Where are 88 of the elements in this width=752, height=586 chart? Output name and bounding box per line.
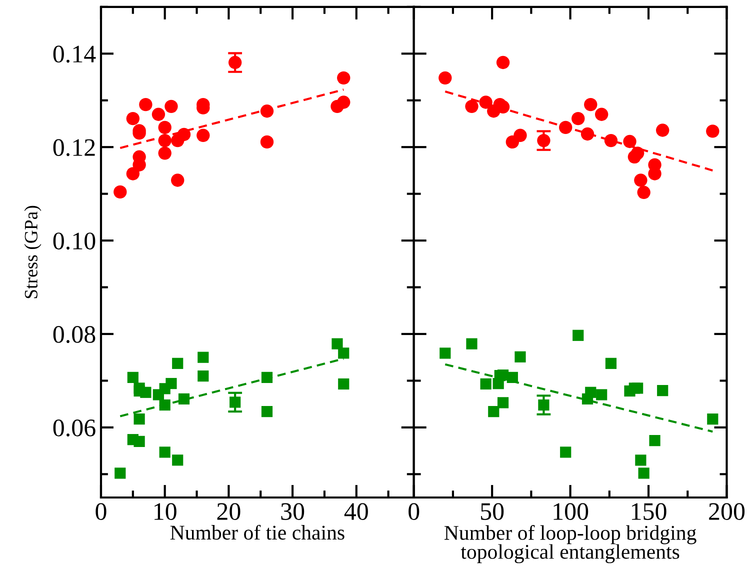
y-tick-label: 0.10 — [53, 232, 96, 250]
y-tick-label: 0.06 — [53, 419, 96, 436]
point — [127, 372, 138, 383]
point — [172, 454, 184, 466]
point — [126, 112, 140, 126]
point — [466, 338, 478, 350]
point — [596, 389, 608, 400]
x-tick-label: 100 — [554, 503, 588, 520]
y-tick-label: 0.14 — [53, 46, 96, 63]
x-tick-label: 50 — [481, 503, 504, 520]
point — [506, 372, 518, 383]
point — [198, 370, 209, 382]
x-tick-label: 30 — [281, 503, 304, 520]
x-axis-title: Number of tie chains — [170, 524, 344, 540]
point — [623, 134, 636, 148]
point — [159, 399, 170, 411]
point — [572, 112, 585, 126]
point — [630, 146, 644, 160]
point — [260, 104, 274, 118]
point — [337, 71, 350, 85]
point — [166, 378, 177, 390]
point — [159, 446, 170, 458]
point — [152, 108, 166, 121]
point — [438, 71, 452, 85]
point — [158, 120, 172, 134]
point — [559, 120, 572, 134]
point — [332, 338, 343, 350]
y-tick-label: 0.12 — [53, 139, 95, 156]
point — [638, 468, 650, 479]
point — [572, 330, 584, 341]
point — [261, 406, 273, 418]
point — [514, 128, 527, 142]
point — [604, 134, 618, 148]
point — [158, 134, 172, 148]
point — [171, 174, 184, 187]
point — [178, 393, 190, 404]
point — [114, 468, 126, 479]
point — [580, 127, 594, 141]
point — [584, 98, 598, 112]
point — [114, 185, 127, 199]
point — [479, 96, 492, 109]
x-tick-label: 0 — [96, 503, 106, 520]
point — [134, 413, 145, 425]
y-tick-label: 0.08 — [53, 326, 96, 344]
point — [496, 56, 510, 70]
point — [637, 186, 650, 200]
point — [338, 378, 350, 390]
point — [488, 406, 500, 418]
point — [198, 352, 209, 363]
point — [480, 378, 492, 390]
point — [649, 434, 660, 446]
point — [656, 124, 670, 137]
point — [164, 100, 178, 114]
y-axis-title: Stress (GPa) — [24, 206, 42, 298]
x-tick-label: 150 — [632, 503, 666, 520]
point — [172, 358, 184, 369]
x-axis-title: Number of loop-loop bridging topological entanglements — [444, 525, 696, 564]
x-tick-label: 200 — [709, 503, 745, 520]
point — [158, 146, 172, 160]
point — [261, 372, 273, 383]
x-tick-label: 40 — [344, 503, 368, 520]
point — [706, 124, 720, 138]
point — [465, 100, 478, 114]
point — [605, 358, 617, 369]
point — [440, 348, 451, 359]
point — [707, 413, 718, 425]
point — [177, 128, 191, 142]
point — [585, 386, 596, 398]
point — [139, 98, 152, 112]
point — [634, 174, 648, 187]
point — [594, 108, 608, 121]
x-tick-label: 0 — [408, 503, 420, 520]
point — [338, 348, 350, 359]
point — [635, 454, 646, 466]
point — [497, 397, 509, 408]
point — [337, 96, 350, 109]
point — [648, 167, 662, 180]
point — [514, 351, 526, 362]
x-tick-label: 20 — [217, 503, 240, 520]
point — [134, 436, 145, 447]
x-tick-label: 10 — [154, 503, 176, 520]
point — [140, 386, 152, 398]
point — [657, 384, 668, 396]
point — [560, 446, 572, 458]
point — [632, 382, 644, 394]
point — [126, 167, 140, 180]
point — [196, 128, 210, 142]
point — [260, 135, 274, 149]
